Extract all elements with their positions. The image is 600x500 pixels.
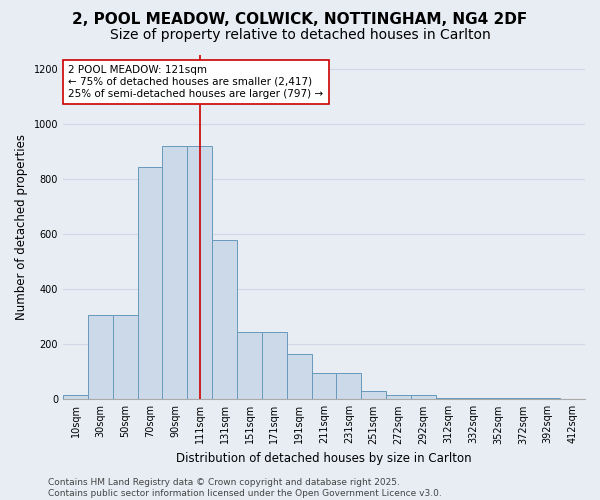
Bar bbox=[187, 146, 212, 400]
Bar bbox=[535, 398, 560, 400]
Bar bbox=[113, 316, 137, 400]
Bar bbox=[386, 395, 411, 400]
Bar bbox=[88, 316, 113, 400]
Bar bbox=[237, 332, 262, 400]
Bar bbox=[485, 398, 511, 400]
X-axis label: Distribution of detached houses by size in Carlton: Distribution of detached houses by size … bbox=[176, 452, 472, 465]
Text: Contains HM Land Registry data © Crown copyright and database right 2025.
Contai: Contains HM Land Registry data © Crown c… bbox=[48, 478, 442, 498]
Bar bbox=[137, 166, 163, 400]
Bar bbox=[311, 373, 337, 400]
Bar bbox=[436, 398, 461, 400]
Bar bbox=[163, 146, 187, 400]
Bar bbox=[361, 391, 386, 400]
Bar bbox=[461, 398, 485, 400]
Bar bbox=[63, 395, 88, 400]
Bar bbox=[411, 395, 436, 400]
Bar bbox=[287, 354, 311, 400]
Bar bbox=[212, 240, 237, 400]
Bar bbox=[262, 332, 287, 400]
Text: 2 POOL MEADOW: 121sqm
← 75% of detached houses are smaller (2,417)
25% of semi-d: 2 POOL MEADOW: 121sqm ← 75% of detached … bbox=[68, 66, 323, 98]
Bar bbox=[511, 398, 535, 400]
Bar bbox=[560, 399, 585, 400]
Text: 2, POOL MEADOW, COLWICK, NOTTINGHAM, NG4 2DF: 2, POOL MEADOW, COLWICK, NOTTINGHAM, NG4… bbox=[73, 12, 527, 28]
Y-axis label: Number of detached properties: Number of detached properties bbox=[15, 134, 28, 320]
Bar bbox=[337, 373, 361, 400]
Text: Size of property relative to detached houses in Carlton: Size of property relative to detached ho… bbox=[110, 28, 490, 42]
